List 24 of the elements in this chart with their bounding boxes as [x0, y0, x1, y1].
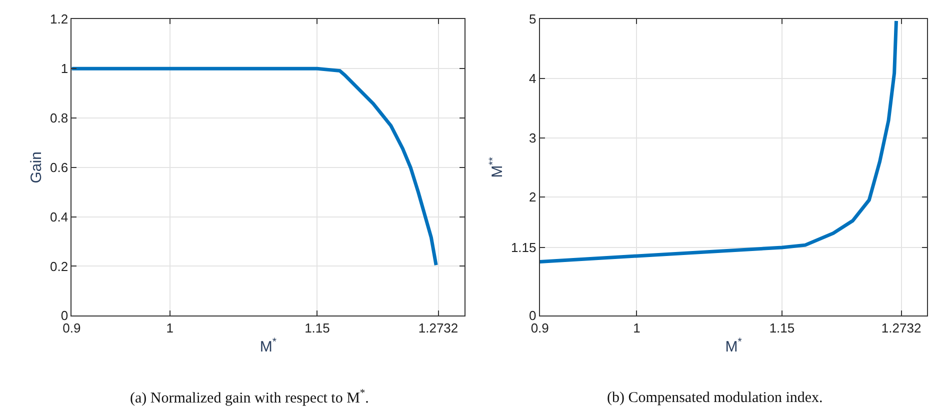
x-tick-label: 1.15 [769, 320, 795, 336]
y-tick-label: 0.2 [50, 258, 68, 274]
y-tick-label: 4 [529, 71, 536, 86]
y-tick-label: 0.8 [50, 110, 68, 126]
text: (b) Compensated modulation index. [607, 390, 823, 406]
y-tick-label: 1.15 [510, 240, 536, 256]
x-tick-label: 1.2732 [881, 320, 922, 336]
y-tick-label: 2 [529, 190, 536, 205]
text: (a) Normalized gain with respect to M$^{*}$. [130, 388, 369, 406]
y-tick-label: 3 [529, 130, 536, 146]
x-tick-label: 1.15 [304, 320, 330, 336]
x-axis-title: M$^{*}$ [725, 336, 742, 356]
y-axis-title: Gain [28, 152, 46, 184]
x-tick-label: 1.2732 [418, 320, 458, 336]
x-tick-label: 1 [633, 320, 640, 336]
line-series [540, 19, 898, 264]
y-tick-label: 1.2 [50, 12, 68, 27]
y-tick-label: 1 [60, 61, 68, 76]
y-tick-label: 5 [529, 12, 536, 27]
x-tick-label: 1 [166, 320, 174, 336]
y-tick-label: 0.6 [50, 160, 68, 175]
x-axis-title: M$^{*}$ [260, 336, 276, 356]
line-series [72, 66, 438, 267]
y-tick-label: 0.4 [50, 209, 68, 224]
